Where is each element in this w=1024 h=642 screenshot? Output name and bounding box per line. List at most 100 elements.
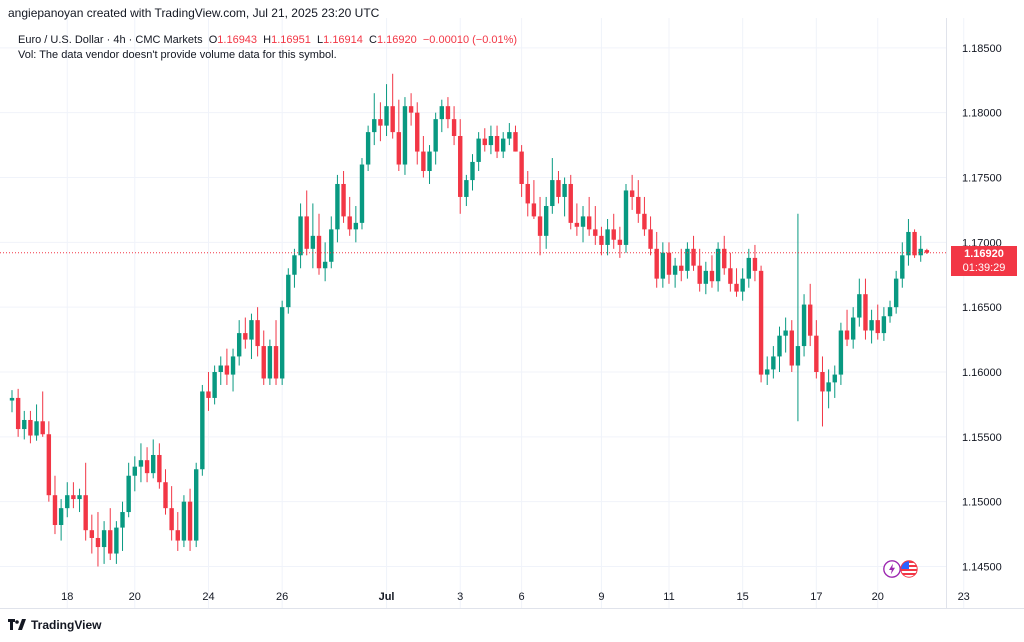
- candle: [65, 482, 70, 518]
- candle: [427, 145, 432, 184]
- candle: [850, 307, 856, 349]
- candle-body: [814, 335, 819, 372]
- candle: [789, 320, 794, 372]
- chart-grid: [0, 18, 965, 608]
- us-flag-icon[interactable]: [900, 560, 918, 578]
- candle-body: [464, 180, 469, 197]
- volume-note: Vol: The data vendor doesn't provide vol…: [18, 49, 337, 61]
- candle: [378, 102, 383, 142]
- candle: [746, 248, 751, 288]
- candle: [623, 183, 629, 253]
- candle: [304, 190, 309, 256]
- candles-layer: [9, 73, 930, 567]
- candle-body: [900, 255, 905, 279]
- candle-body: [648, 229, 653, 249]
- time-tick-label: 11: [663, 591, 674, 603]
- symbol-title: Euro / U.S. Dollar · 4h · CMC Markets: [18, 34, 203, 46]
- candle-body: [832, 374, 837, 383]
- candle-body: [580, 216, 586, 227]
- tradingview-logo-icon: [8, 619, 26, 631]
- candle: [893, 270, 899, 314]
- candle-body: [593, 229, 598, 236]
- candle-body: [765, 369, 770, 375]
- candle: [157, 443, 162, 489]
- lightning-icon[interactable]: [883, 560, 901, 578]
- candle-body: [826, 382, 831, 392]
- candle-body: [924, 250, 930, 253]
- candle-body: [304, 216, 309, 249]
- candle-body: [292, 255, 297, 275]
- candle: [482, 128, 487, 152]
- candle: [114, 521, 119, 564]
- candle-body: [372, 119, 377, 133]
- candle: [881, 307, 887, 341]
- candle: [365, 125, 371, 172]
- low-value: 1.16914: [323, 34, 363, 46]
- candle-body: [451, 119, 457, 136]
- candle-body: [194, 469, 199, 541]
- candle: [322, 242, 328, 282]
- candle-body: [752, 257, 758, 271]
- candle: [537, 196, 543, 256]
- candle-body: [316, 235, 322, 269]
- candle-body: [494, 136, 500, 152]
- footer-brand[interactable]: TradingView: [8, 618, 101, 632]
- candle: [101, 521, 107, 564]
- time-tick-label: 17: [810, 591, 822, 603]
- candle: [501, 132, 506, 159]
- time-axis[interactable]: 18 20 24 26 Jul 3 6 9 11 15 17 20 23: [61, 591, 970, 603]
- candle-body: [212, 372, 217, 398]
- candle-body: [114, 527, 119, 554]
- candle-body: [758, 270, 764, 375]
- candle: [108, 508, 113, 561]
- candle: [58, 499, 64, 541]
- candle: [144, 447, 150, 483]
- candle-body: [169, 508, 174, 531]
- candle-body: [200, 391, 205, 470]
- candle-body: [501, 138, 506, 152]
- candle: [273, 320, 279, 385]
- candle: [384, 84, 389, 136]
- candle-body: [132, 466, 137, 476]
- candle-body: [488, 136, 494, 146]
- candle: [863, 278, 868, 340]
- candle: [494, 125, 500, 159]
- candle: [605, 218, 610, 256]
- candle-body: [181, 501, 187, 541]
- candle-body: [230, 356, 236, 375]
- candle-body: [445, 106, 451, 120]
- price-tick-label: 1.16500: [962, 302, 1002, 314]
- time-tick-label: Jul: [379, 591, 395, 603]
- candle: [488, 125, 494, 155]
- candle: [568, 174, 573, 230]
- candle: [120, 501, 125, 551]
- candle: [77, 488, 82, 513]
- candle: [709, 255, 715, 288]
- candle-body: [402, 106, 408, 165]
- candle-body: [335, 183, 340, 230]
- low-key: L: [317, 34, 324, 46]
- candle-body: [556, 180, 561, 197]
- candle-body: [881, 316, 887, 334]
- candle: [703, 261, 709, 295]
- candle: [844, 309, 850, 347]
- candle: [71, 482, 76, 509]
- close-key: C: [369, 34, 377, 46]
- chart-attribution: angiepanoyan created with TradingView.co…: [8, 6, 380, 20]
- candle: [316, 213, 322, 275]
- candle-body: [175, 530, 180, 541]
- candle-body: [869, 320, 874, 331]
- candle-body: [249, 320, 254, 340]
- candle: [611, 213, 616, 249]
- candle-body: [28, 419, 33, 436]
- candle-body: [144, 460, 150, 474]
- candle: [151, 439, 156, 479]
- candle-body: [151, 454, 156, 474]
- candle-body: [65, 495, 70, 509]
- price-axis[interactable]: 1.145001.150001.155001.160001.165001.170…: [962, 43, 1002, 574]
- candle-body: [267, 346, 273, 379]
- candle-body: [887, 307, 893, 317]
- candle-body: [421, 151, 426, 172]
- candle-body: [746, 257, 751, 279]
